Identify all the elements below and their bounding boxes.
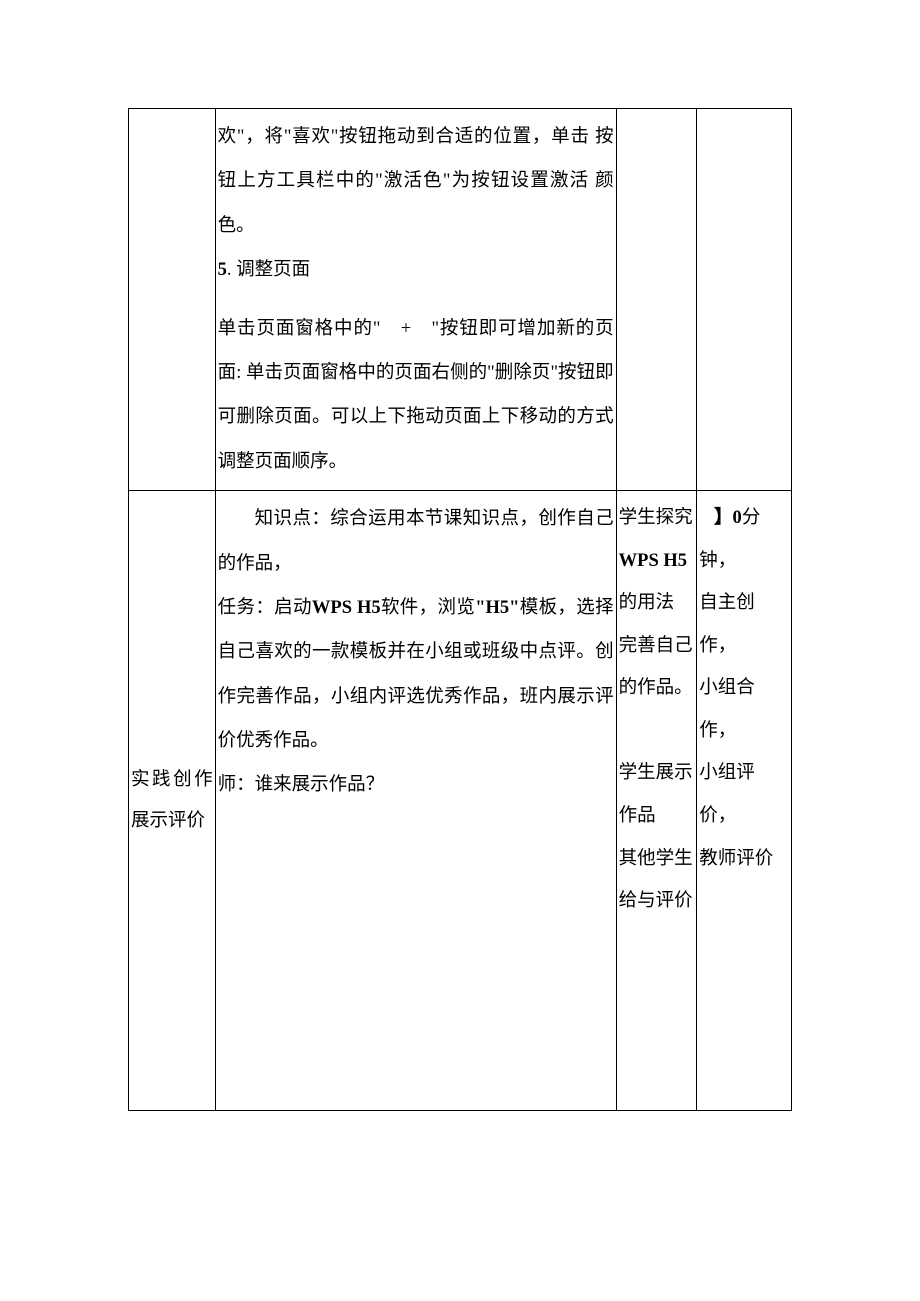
body-paragraph: 单击页面窗格中的" + "按钮即可增加新的页面: 单击页面窗格中的页面右侧的"删… <box>218 307 614 485</box>
paragraph-gap <box>218 293 614 307</box>
text-run: 模板，选择自己喜欢的一款模板并在小组或班级中点评。创作完善作品，小组内评选优秀作… <box>218 598 614 751</box>
student-activity-cell <box>616 109 697 491</box>
body-paragraph: 完善自己的作品。 <box>619 625 695 710</box>
body-paragraph: 5. 调整页面 <box>218 248 614 292</box>
table-row: 欢"，将"喜欢"按钮拖动到合适的位置，单击 按钮上方工具栏中的"激活色"为按钮设… <box>129 109 792 491</box>
student-activity-cell: 学生探究 WPS H5 的用法 完善自己的作品。 学生展示作品 其他学生给与评价 <box>616 491 697 1111</box>
body-paragraph: 任务：启动WPS H5软件，浏览"H5"模板，选择自己喜欢的一款模板并在小组或班… <box>218 586 614 764</box>
body-paragraph: 教师评价 <box>699 838 789 881</box>
body-paragraph: 学生探究 WPS H5 的用法 <box>619 497 695 625</box>
body-paragraph: 知识点：综合运用本节课知识点，创作自己的作品， <box>218 497 614 586</box>
design-intent-text: 】0分钟， 自主创作， 小组合作， 小组评价， 教师评价 <box>697 491 791 886</box>
text-run: 的用法 <box>619 593 675 613</box>
text-run-bold: "H5" <box>475 598 519 618</box>
body-paragraph: 自主创作， <box>699 582 789 667</box>
text-run: 学生探究 <box>619 508 693 528</box>
text-run-bold: WPS H5 <box>312 598 381 618</box>
body-paragraph: 】0分钟， <box>699 497 789 582</box>
teacher-activity-text: 知识点：综合运用本节课知识点，创作自己的作品， 任务：启动WPS H5软件，浏览… <box>216 491 616 814</box>
teacher-activity-cell: 欢"，将"喜欢"按钮拖动到合适的位置，单击 按钮上方工具栏中的"激活色"为按钮设… <box>215 109 616 491</box>
body-paragraph <box>619 710 695 753</box>
body-paragraph: 其他学生给与评价 <box>619 838 695 923</box>
body-paragraph: 小组合作， <box>699 667 789 752</box>
student-activity-text: 学生探究 WPS H5 的用法 完善自己的作品。 学生展示作品 其他学生给与评价 <box>617 491 697 928</box>
stage-cell <box>129 109 216 491</box>
design-intent-cell <box>697 109 792 491</box>
body-paragraph: 小组评价， <box>699 752 789 837</box>
table-row: 实践创作展示评价 知识点：综合运用本节课知识点，创作自己的作品， 任务：启动WP… <box>129 491 792 1111</box>
text-run: 任务：启动 <box>218 598 312 618</box>
lesson-plan-table: 欢"，将"喜欢"按钮拖动到合适的位置，单击 按钮上方工具栏中的"激活色"为按钮设… <box>128 108 792 1111</box>
design-intent-text <box>697 109 791 121</box>
teacher-activity-text: 欢"，将"喜欢"按钮拖动到合适的位置，单击 按钮上方工具栏中的"激活色"为按钮设… <box>216 109 616 490</box>
body-paragraph: 师：谁来展示作品？ <box>218 763 614 807</box>
teacher-activity-cell: 知识点：综合运用本节课知识点，创作自己的作品， 任务：启动WPS H5软件，浏览… <box>215 491 616 1111</box>
step-number: 5 <box>218 260 227 280</box>
stage-cell: 实践创作展示评价 <box>129 491 216 1111</box>
document-page: 欢"，将"喜欢"按钮拖动到合适的位置，单击 按钮上方工具栏中的"激活色"为按钮设… <box>0 0 920 1301</box>
text-run-bold: 】0 <box>714 508 742 528</box>
body-paragraph: 学生展示作品 <box>619 752 695 837</box>
stage-text: 实践创作展示评价 <box>129 491 215 1110</box>
body-paragraph: 欢"，将"喜欢"按钮拖动到合适的位置，单击 按钮上方工具栏中的"激活色"为按钮设… <box>218 115 614 248</box>
text-run-bold: WPS H5 <box>619 551 687 571</box>
stage-text <box>129 109 215 490</box>
design-intent-cell: 】0分钟， 自主创作， 小组合作， 小组评价， 教师评价 <box>697 491 792 1111</box>
text-run: 软件，浏览 <box>381 598 476 618</box>
step-title: . 调整页面 <box>227 260 310 280</box>
student-activity-text <box>617 109 697 121</box>
